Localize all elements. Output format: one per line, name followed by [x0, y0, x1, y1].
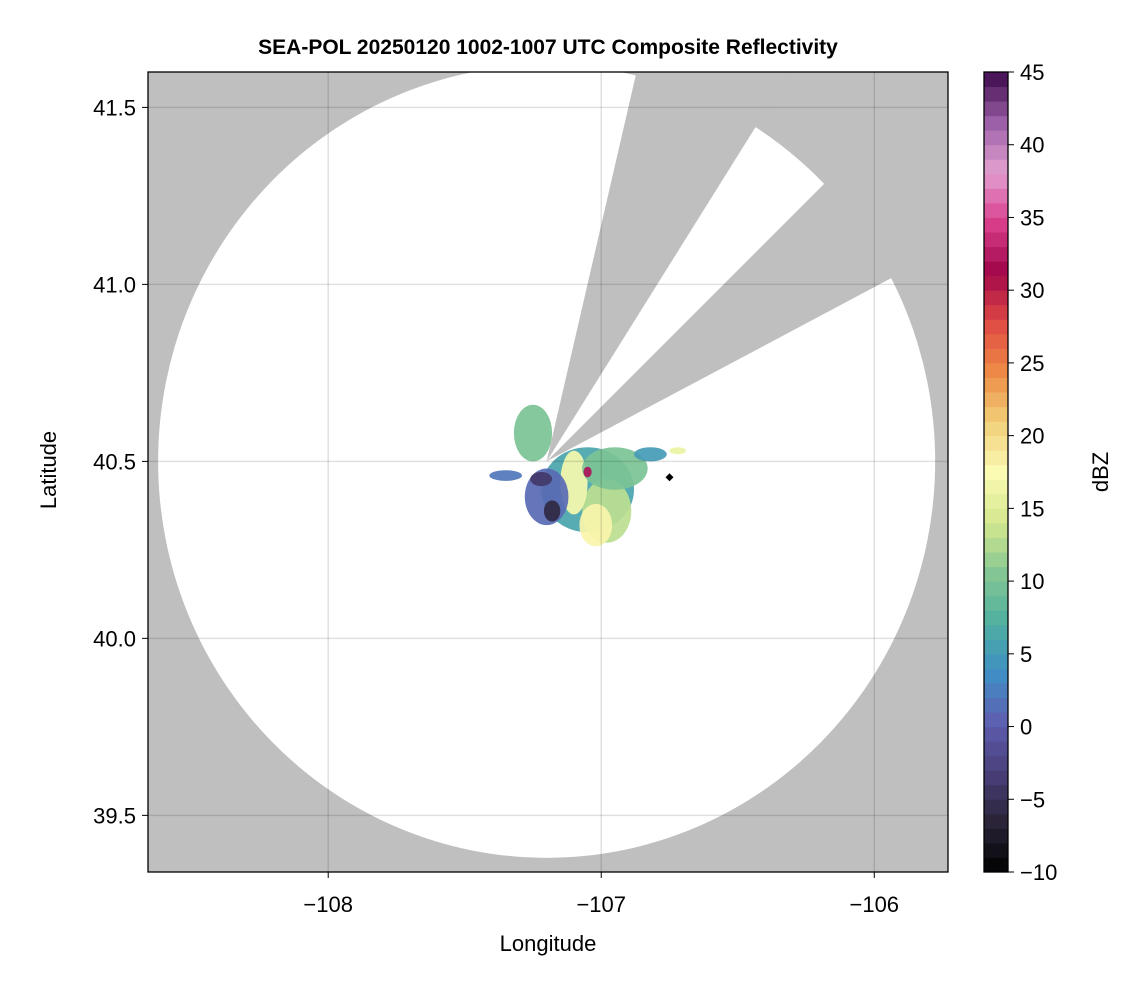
colorbar-tick-label: 5 — [1020, 642, 1032, 667]
colorbar-bin — [984, 508, 1008, 524]
colorbar-bin — [984, 668, 1008, 684]
colorbar-bin — [984, 101, 1008, 117]
colorbar-bin — [984, 173, 1008, 189]
colorbar-bin — [984, 261, 1008, 277]
colorbar-bin — [984, 479, 1008, 495]
colorbar-tick-label: 45 — [1020, 60, 1044, 85]
colorbar-bin — [984, 842, 1008, 858]
colorbar-bin — [984, 217, 1008, 233]
colorbar-tick-label: 20 — [1020, 424, 1044, 449]
y-axis: 39.5 40.0 40.5 41.0 41.5 — [93, 95, 148, 828]
x-axis-label: Longitude — [500, 931, 597, 956]
colorbar-bin — [984, 712, 1008, 728]
colorbar-bin — [984, 72, 1008, 88]
colorbar-bin — [984, 115, 1008, 131]
colorbar-bin — [984, 595, 1008, 611]
colorbar-bin — [984, 566, 1008, 582]
colorbar-bin — [984, 726, 1008, 742]
y-tick-label: 40.0 — [93, 626, 136, 651]
echo-cell — [634, 447, 667, 462]
colorbar-bin — [984, 581, 1008, 597]
colorbar-bin — [984, 857, 1008, 873]
colorbar-bin — [984, 522, 1008, 538]
echo-cell — [489, 470, 523, 481]
site-marker — [665, 473, 674, 482]
colorbar-bin — [984, 144, 1008, 160]
colorbar-bin — [984, 362, 1008, 378]
echo-cell — [583, 466, 592, 478]
colorbar-bin — [984, 828, 1008, 844]
colorbar-bin — [984, 464, 1008, 480]
colorbar-bin — [984, 697, 1008, 713]
colorbar-bin — [984, 741, 1008, 757]
colorbar-bin — [984, 348, 1008, 364]
colorbar-tick-label: −10 — [1020, 860, 1057, 885]
x-tick-label: −107 — [576, 892, 626, 917]
colorbar-tick-label: −5 — [1020, 787, 1045, 812]
colorbar-bin — [984, 639, 1008, 655]
colorbar-bin — [984, 421, 1008, 437]
colorbar-tick-label: 40 — [1020, 133, 1044, 158]
x-axis: −108 −107 −106 — [303, 872, 899, 917]
colorbar-bin — [984, 682, 1008, 698]
colorbar: −10 −5 0 5 10 15 20 25 30 35 40 45 — [983, 60, 1057, 885]
colorbar-bin — [984, 770, 1008, 786]
colorbar-tick-label: 30 — [1020, 278, 1044, 303]
colorbar-bin — [984, 130, 1008, 146]
echo-cell — [513, 404, 553, 462]
colorbar-bin — [984, 610, 1008, 626]
y-tick-label: 39.5 — [93, 803, 136, 828]
colorbar-bin — [984, 275, 1008, 291]
colorbar-frame — [983, 71, 1009, 873]
colorbar-bin — [984, 392, 1008, 408]
colorbar-bin — [984, 435, 1008, 451]
colorbar-bin — [984, 86, 1008, 102]
colorbar-bin — [984, 333, 1008, 349]
colorbar-tick-label: 25 — [1020, 351, 1044, 376]
colorbar-bin — [984, 246, 1008, 262]
colorbar-bin — [984, 450, 1008, 466]
y-tick-label: 40.5 — [93, 449, 136, 474]
colorbar-bin — [984, 377, 1008, 393]
colorbar-bin — [984, 784, 1008, 800]
colorbar-bin — [984, 653, 1008, 669]
chart-title: SEA-POL 20250120 1002-1007 UTC Composite… — [258, 36, 838, 59]
echo-cell — [669, 447, 686, 455]
plot-frame — [147, 71, 949, 873]
y-tick-label: 41.5 — [93, 95, 136, 120]
colorbar-tick-label: 35 — [1020, 205, 1044, 230]
colorbar-bin — [984, 552, 1008, 568]
colorbar-tick-label: 15 — [1020, 496, 1044, 521]
colorbar-bin — [984, 159, 1008, 175]
colorbar-bin — [984, 755, 1008, 771]
colorbar-bin — [984, 799, 1008, 815]
colorbar-bin — [984, 202, 1008, 218]
colorbar-tick-label: 10 — [1020, 569, 1044, 594]
colorbar-bin — [984, 537, 1008, 553]
colorbar-tick-label: 0 — [1020, 715, 1032, 740]
blocked-sector — [546, 72, 948, 462]
echo-cell — [530, 472, 553, 487]
colorbar-label: dBZ — [1088, 452, 1113, 492]
x-tick-label: −108 — [303, 892, 353, 917]
colorbar-bin — [984, 319, 1008, 335]
colorbar-bin — [984, 624, 1008, 640]
echo-cell — [543, 500, 561, 522]
colorbar-bin — [984, 493, 1008, 509]
x-tick-label: −106 — [849, 892, 899, 917]
echo-cell — [582, 447, 648, 490]
colorbar-bin — [984, 406, 1008, 422]
colorbar-bin — [984, 813, 1008, 829]
colorbar-bin — [984, 188, 1008, 204]
y-axis-label: Latitude — [36, 431, 61, 509]
colorbar-bin — [984, 304, 1008, 320]
colorbar-bin — [984, 232, 1008, 248]
plot-area — [148, 72, 948, 872]
echo-cell — [579, 503, 613, 547]
y-tick-label: 41.0 — [93, 272, 136, 297]
blocked-sector — [546, 72, 790, 462]
colorbar-bin — [984, 290, 1008, 306]
